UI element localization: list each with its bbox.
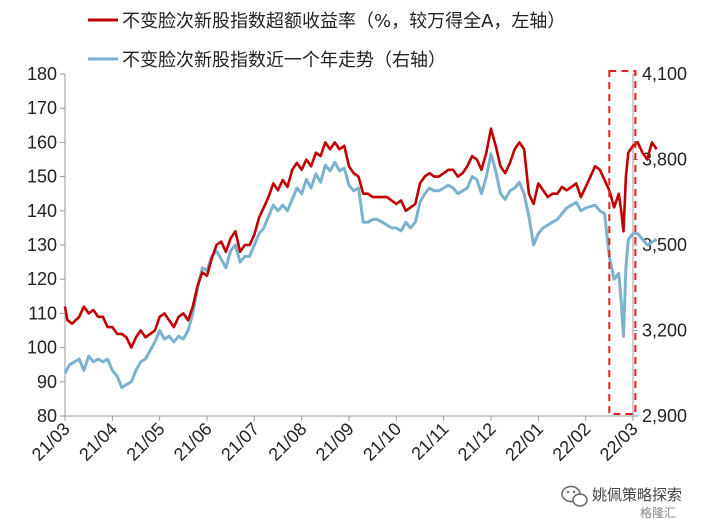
axes xyxy=(64,74,634,417)
x-tick-label: 22/02 xyxy=(549,419,595,465)
x-tick-label: 21/10 xyxy=(359,419,405,465)
x-tick-label: 21/06 xyxy=(170,419,216,465)
x-tick-labels: 21/03 21/04 21/05 21/06 21/07 21/08 21/09 21/10… xyxy=(28,416,642,465)
right-tick-label: 3,200 xyxy=(642,321,687,341)
series-line-index xyxy=(63,152,658,389)
left-tick-label: 110 xyxy=(28,303,57,323)
x-tick-label: 21/07 xyxy=(217,419,263,465)
x-tick-label: 21/04 xyxy=(75,419,121,465)
legend-label-excess: 不变脸次新股指数超额收益率（%，较万得全A，左轴） xyxy=(122,11,565,32)
watermark-sub: 格隆汇 xyxy=(640,505,676,520)
x-tick-label: 22/01 xyxy=(501,419,547,465)
left-tick-label: 80 xyxy=(37,406,57,426)
wechat-icon xyxy=(561,485,588,507)
legend-label-index: 不变脸次新股指数近一个年走势（右轴） xyxy=(122,50,446,71)
x-tick-label: 21/12 xyxy=(454,419,500,465)
left-tick-label: 140 xyxy=(27,201,57,221)
watermark-text: 姚佩策略探索 xyxy=(592,486,682,504)
x-tick-label: 21/09 xyxy=(312,419,358,465)
left-tick-label: 90 xyxy=(37,372,57,392)
watermark: 姚佩策略探索 格隆汇 xyxy=(561,485,682,520)
x-tick-label: 21/08 xyxy=(265,419,311,465)
left-tick-label: 160 xyxy=(27,132,57,152)
right-tick-label: 4,100 xyxy=(642,64,687,84)
right-tick-label: 2,900 xyxy=(642,406,687,426)
left-tick-label: 120 xyxy=(27,269,57,289)
x-tick-label: 22/03 xyxy=(596,419,642,465)
left-tick-label: 180 xyxy=(27,64,57,84)
series-line-excess xyxy=(63,127,658,349)
highlight-box xyxy=(608,70,637,415)
left-tick-labels: 80 90 100 110 120 130 140 150 160 170 180 xyxy=(27,64,65,426)
x-tick-label: 21/11 xyxy=(407,419,452,464)
x-tick-label: 21/05 xyxy=(123,419,169,465)
left-tick-label: 170 xyxy=(27,98,57,118)
right-tick-label: 3,800 xyxy=(642,150,687,170)
left-tick-label: 150 xyxy=(27,167,57,187)
legend: 不变脸次新股指数超额收益率（%，较万得全A，左轴） 不变脸次新股指数近一个年走势… xyxy=(88,11,565,71)
left-tick-label: 130 xyxy=(27,235,57,255)
left-tick-label: 100 xyxy=(27,338,57,358)
